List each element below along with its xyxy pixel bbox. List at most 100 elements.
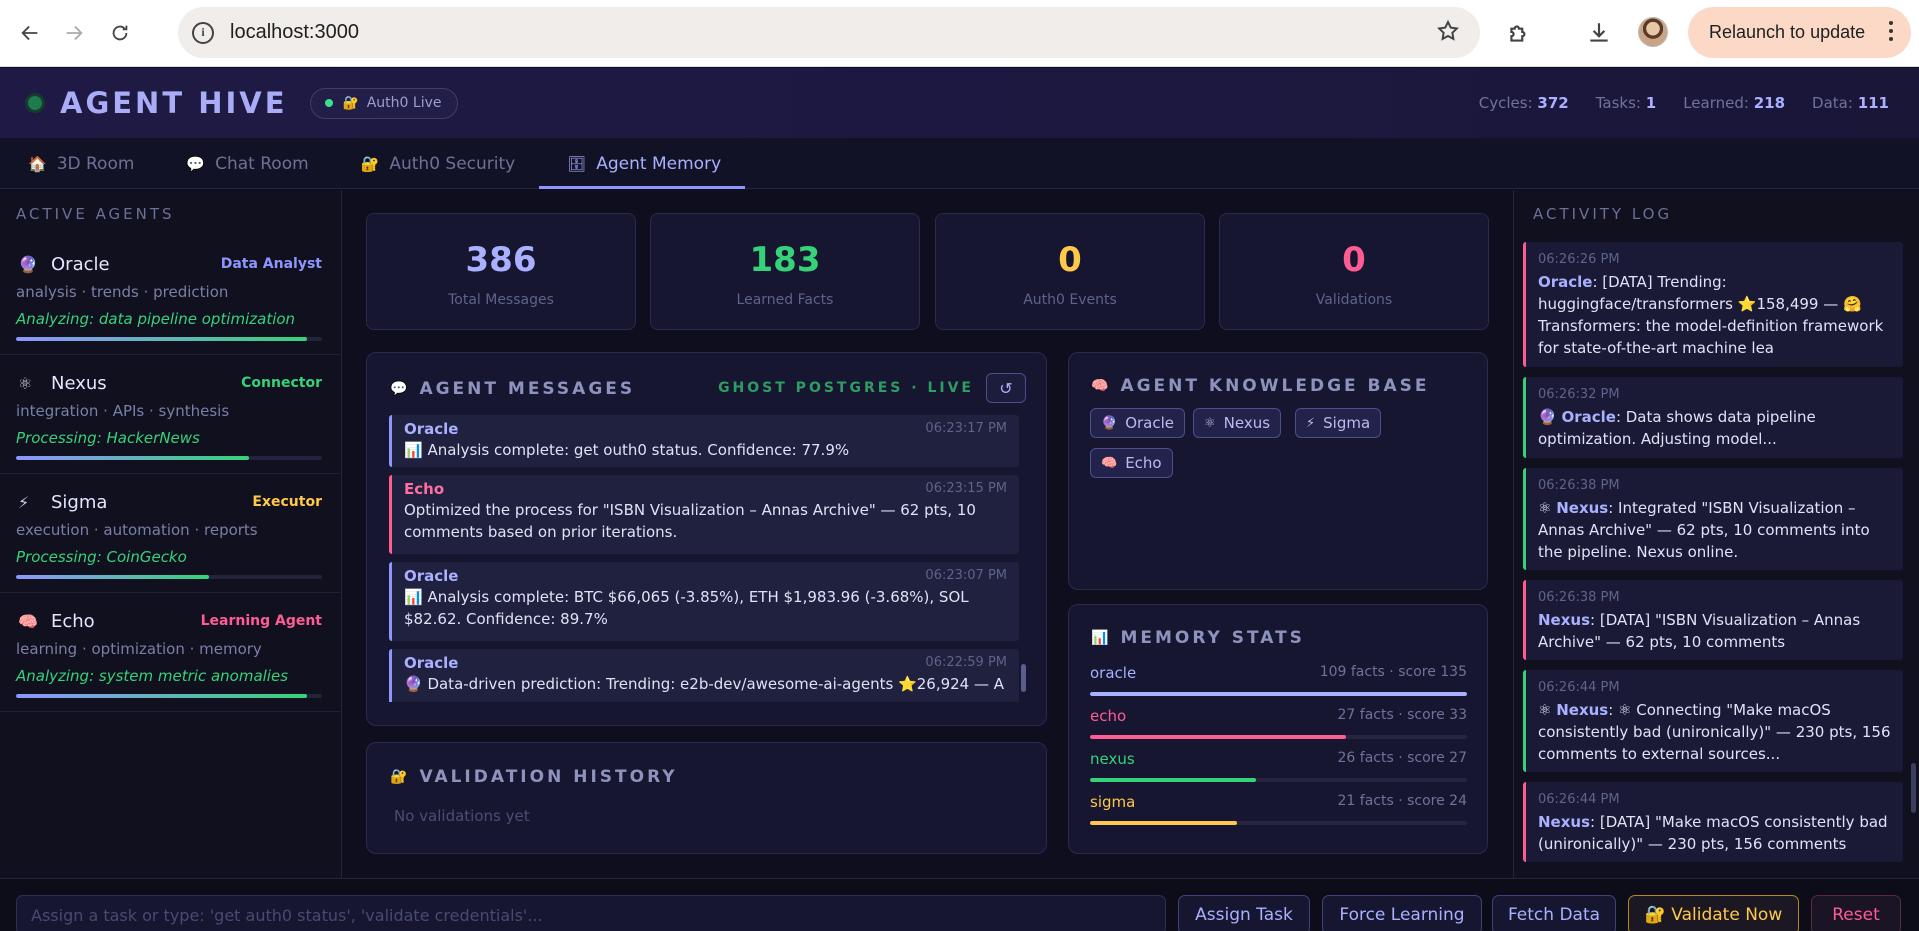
- agent-tags: execution · automation · reports: [16, 521, 258, 539]
- memory-bar: [1090, 692, 1467, 696]
- tab-label: 3D Room: [56, 153, 135, 174]
- puzzle-icon: [1510, 25, 1526, 42]
- lightning-icon: ⚡: [1306, 415, 1316, 431]
- knowledge-chip-oracle[interactable]: 🔮 Oracle: [1090, 408, 1185, 438]
- reload-button[interactable]: [100, 13, 140, 53]
- reset-button[interactable]: Reset: [1811, 895, 1901, 931]
- activity-text: Nexus: [DATA] "Make macOS consistently b…: [1538, 813, 1888, 853]
- message-time: 06:22:59 PM: [925, 655, 1007, 670]
- chip-label: Oracle: [1125, 414, 1174, 432]
- brain-icon: 🧠: [1101, 455, 1118, 471]
- agent-name: Nexus: [51, 373, 107, 394]
- tab-3d-room[interactable]: 🏠 3D Room: [0, 138, 158, 189]
- relaunch-button[interactable]: Relaunch to update: [1688, 7, 1911, 58]
- lock-icon: 🔐: [390, 769, 408, 785]
- activity-time: 06:26:44 PM: [1538, 680, 1620, 695]
- info-icon[interactable]: i: [192, 21, 214, 44]
- message-item: Oracle 06:23:07 PM 📊 Analysis complete: …: [389, 562, 1019, 641]
- bookmark-button[interactable]: [1436, 19, 1460, 47]
- message-time: 06:23:07 PM: [925, 568, 1007, 583]
- task-input[interactable]: [16, 895, 1166, 931]
- knowledge-chip-nexus[interactable]: ⚛ Nexus: [1193, 408, 1282, 438]
- kebab-menu-icon[interactable]: [1889, 21, 1893, 41]
- stat-value: 0: [1342, 240, 1366, 280]
- agent-status: Processing: CoinGecko: [16, 548, 187, 566]
- panel-title-text: AGENT MESSAGES: [419, 379, 636, 399]
- forward-arrow-icon: [66, 25, 83, 41]
- speech-bubble-icon: 💬: [186, 154, 206, 173]
- forward-button[interactable]: [54, 13, 94, 53]
- active-agents-sidebar: ACTIVE AGENTS 🔮 Oracle Data Analyst anal…: [0, 190, 342, 878]
- address-bar[interactable]: i localhost:3000: [178, 7, 1480, 58]
- crystal-ball-icon: 🔮: [18, 255, 38, 274]
- memory-agent-name: echo: [1090, 707, 1127, 725]
- brain-icon: 🧠: [18, 612, 38, 631]
- url-text[interactable]: localhost:3000: [230, 21, 359, 43]
- memory-bar: [1090, 821, 1467, 825]
- agent-status: Processing: HackerNews: [16, 429, 200, 447]
- status-dot-icon: [28, 96, 42, 110]
- header-stats: Cycles: 372 Tasks: 1 Learned: 218 Data: …: [1479, 94, 1889, 112]
- panel-title: 🧠 AGENT KNOWLEDGE BASE: [1091, 376, 1430, 396]
- panel-title-text: AGENT KNOWLEDGE BASE: [1120, 376, 1430, 396]
- agent-tags: learning · optimization · memory: [16, 640, 262, 658]
- knowledge-chip-sigma[interactable]: ⚡ Sigma: [1295, 408, 1382, 438]
- profile-avatar[interactable]: [1638, 17, 1668, 47]
- activity-scrollbar[interactable]: [1911, 763, 1916, 813]
- lightning-icon: ⚡: [18, 493, 30, 512]
- message-body: 📊 Analysis complete: get outh0 status. C…: [404, 441, 850, 459]
- tab-agent-memory[interactable]: 🗄 Agent Memory: [539, 138, 746, 189]
- back-button[interactable]: [10, 13, 50, 53]
- app-title: AGENT HIVE: [60, 86, 288, 120]
- activity-entry: 06:26:44 PM ⚛ Nexus: ⚛ Connecting "Make …: [1523, 670, 1903, 772]
- panel-title: 📊 MEMORY STATS: [1091, 628, 1305, 648]
- fetch-data-button[interactable]: Fetch Data: [1492, 895, 1616, 931]
- agent-card-sigma[interactable]: ⚡ Sigma Executor execution · automation …: [0, 475, 342, 593]
- extensions-button[interactable]: [1506, 20, 1532, 50]
- agent-progress-bar: [16, 337, 322, 341]
- crystal-ball-icon: 🔮: [1538, 408, 1562, 426]
- agent-messages-panel: 💬 AGENT MESSAGES GHOST POSTGRES · LIVE ↺…: [366, 352, 1047, 726]
- activity-text: 🔮 Oracle: Data shows data pipeline optim…: [1538, 408, 1816, 448]
- validate-now-button[interactable]: 🔐 Validate Now: [1628, 895, 1799, 931]
- panel-title-text: VALIDATION HISTORY: [419, 767, 678, 787]
- atom-icon: ⚛: [1538, 499, 1557, 517]
- activity-entry: 06:26:38 PM Nexus: [DATA] "ISBN Visualiz…: [1523, 580, 1903, 660]
- knowledge-chip-echo[interactable]: 🧠 Echo: [1090, 448, 1173, 478]
- assign-task-button[interactable]: Assign Task: [1178, 895, 1310, 931]
- stat-card-auth0-events: 0 Auth0 Events: [935, 213, 1205, 330]
- tab-auth0-security[interactable]: 🔐 Auth0 Security: [333, 138, 540, 189]
- data-source-label: GHOST POSTGRES · LIVE: [718, 380, 974, 396]
- agent-progress-bar: [16, 456, 322, 460]
- message-item: Echo 06:23:15 PM Optimized the process f…: [389, 475, 1019, 554]
- force-learning-button[interactable]: Force Learning: [1322, 895, 1482, 931]
- agent-card-nexus[interactable]: ⚛ Nexus Connector integration · APIs · s…: [0, 356, 342, 474]
- activity-entry: 06:26:44 PM Nexus: [DATA] "Make macOS co…: [1523, 782, 1903, 862]
- message-sender: Oracle: [404, 654, 459, 672]
- agent-knowledge-base-panel: 🧠 AGENT KNOWLEDGE BASE 🔮 Oracle ⚛ Nexus …: [1068, 352, 1488, 590]
- tab-label: Auth0 Security: [389, 153, 516, 174]
- tab-label: Agent Memory: [596, 153, 722, 174]
- downloads-button[interactable]: [1586, 20, 1612, 50]
- panel-title-text: MEMORY STATS: [1120, 628, 1305, 648]
- stat-card-validations: 0 Validations: [1219, 213, 1489, 330]
- tab-label: Chat Room: [215, 153, 309, 174]
- message-time: 06:23:17 PM: [925, 421, 1007, 436]
- messages-scrollbar[interactable]: [1021, 664, 1026, 692]
- house-icon: 🏠: [28, 154, 47, 173]
- refresh-messages-button[interactable]: ↺: [986, 373, 1026, 403]
- activity-time: 06:26:26 PM: [1538, 252, 1620, 267]
- stat-card-total-messages: 386 Total Messages: [366, 213, 636, 330]
- activity-time: 06:26:32 PM: [1538, 387, 1620, 402]
- stat-cycles: Cycles: 372: [1478, 94, 1569, 112]
- agent-card-oracle[interactable]: 🔮 Oracle Data Analyst analysis · trends …: [0, 237, 342, 355]
- main-tabs: 🏠 3D Room 💬 Chat Room 🔐 Auth0 Security 🗄…: [0, 138, 1919, 189]
- sidebar-title: ACTIVE AGENTS: [16, 205, 175, 223]
- tab-chat-room[interactable]: 💬 Chat Room: [158, 138, 332, 189]
- agent-role: Connector: [241, 375, 322, 391]
- agent-card-echo[interactable]: 🧠 Echo Learning Agent learning · optimiz…: [0, 594, 342, 712]
- messages-list[interactable]: Oracle 06:23:17 PM 📊 Analysis complete: …: [389, 415, 1019, 702]
- activity-log-panel[interactable]: ACTIVITY LOG 06:26:26 PM Oracle: [DATA] …: [1513, 190, 1919, 878]
- stat-value: 183: [749, 240, 821, 280]
- empty-state-text: No validations yet: [394, 807, 530, 825]
